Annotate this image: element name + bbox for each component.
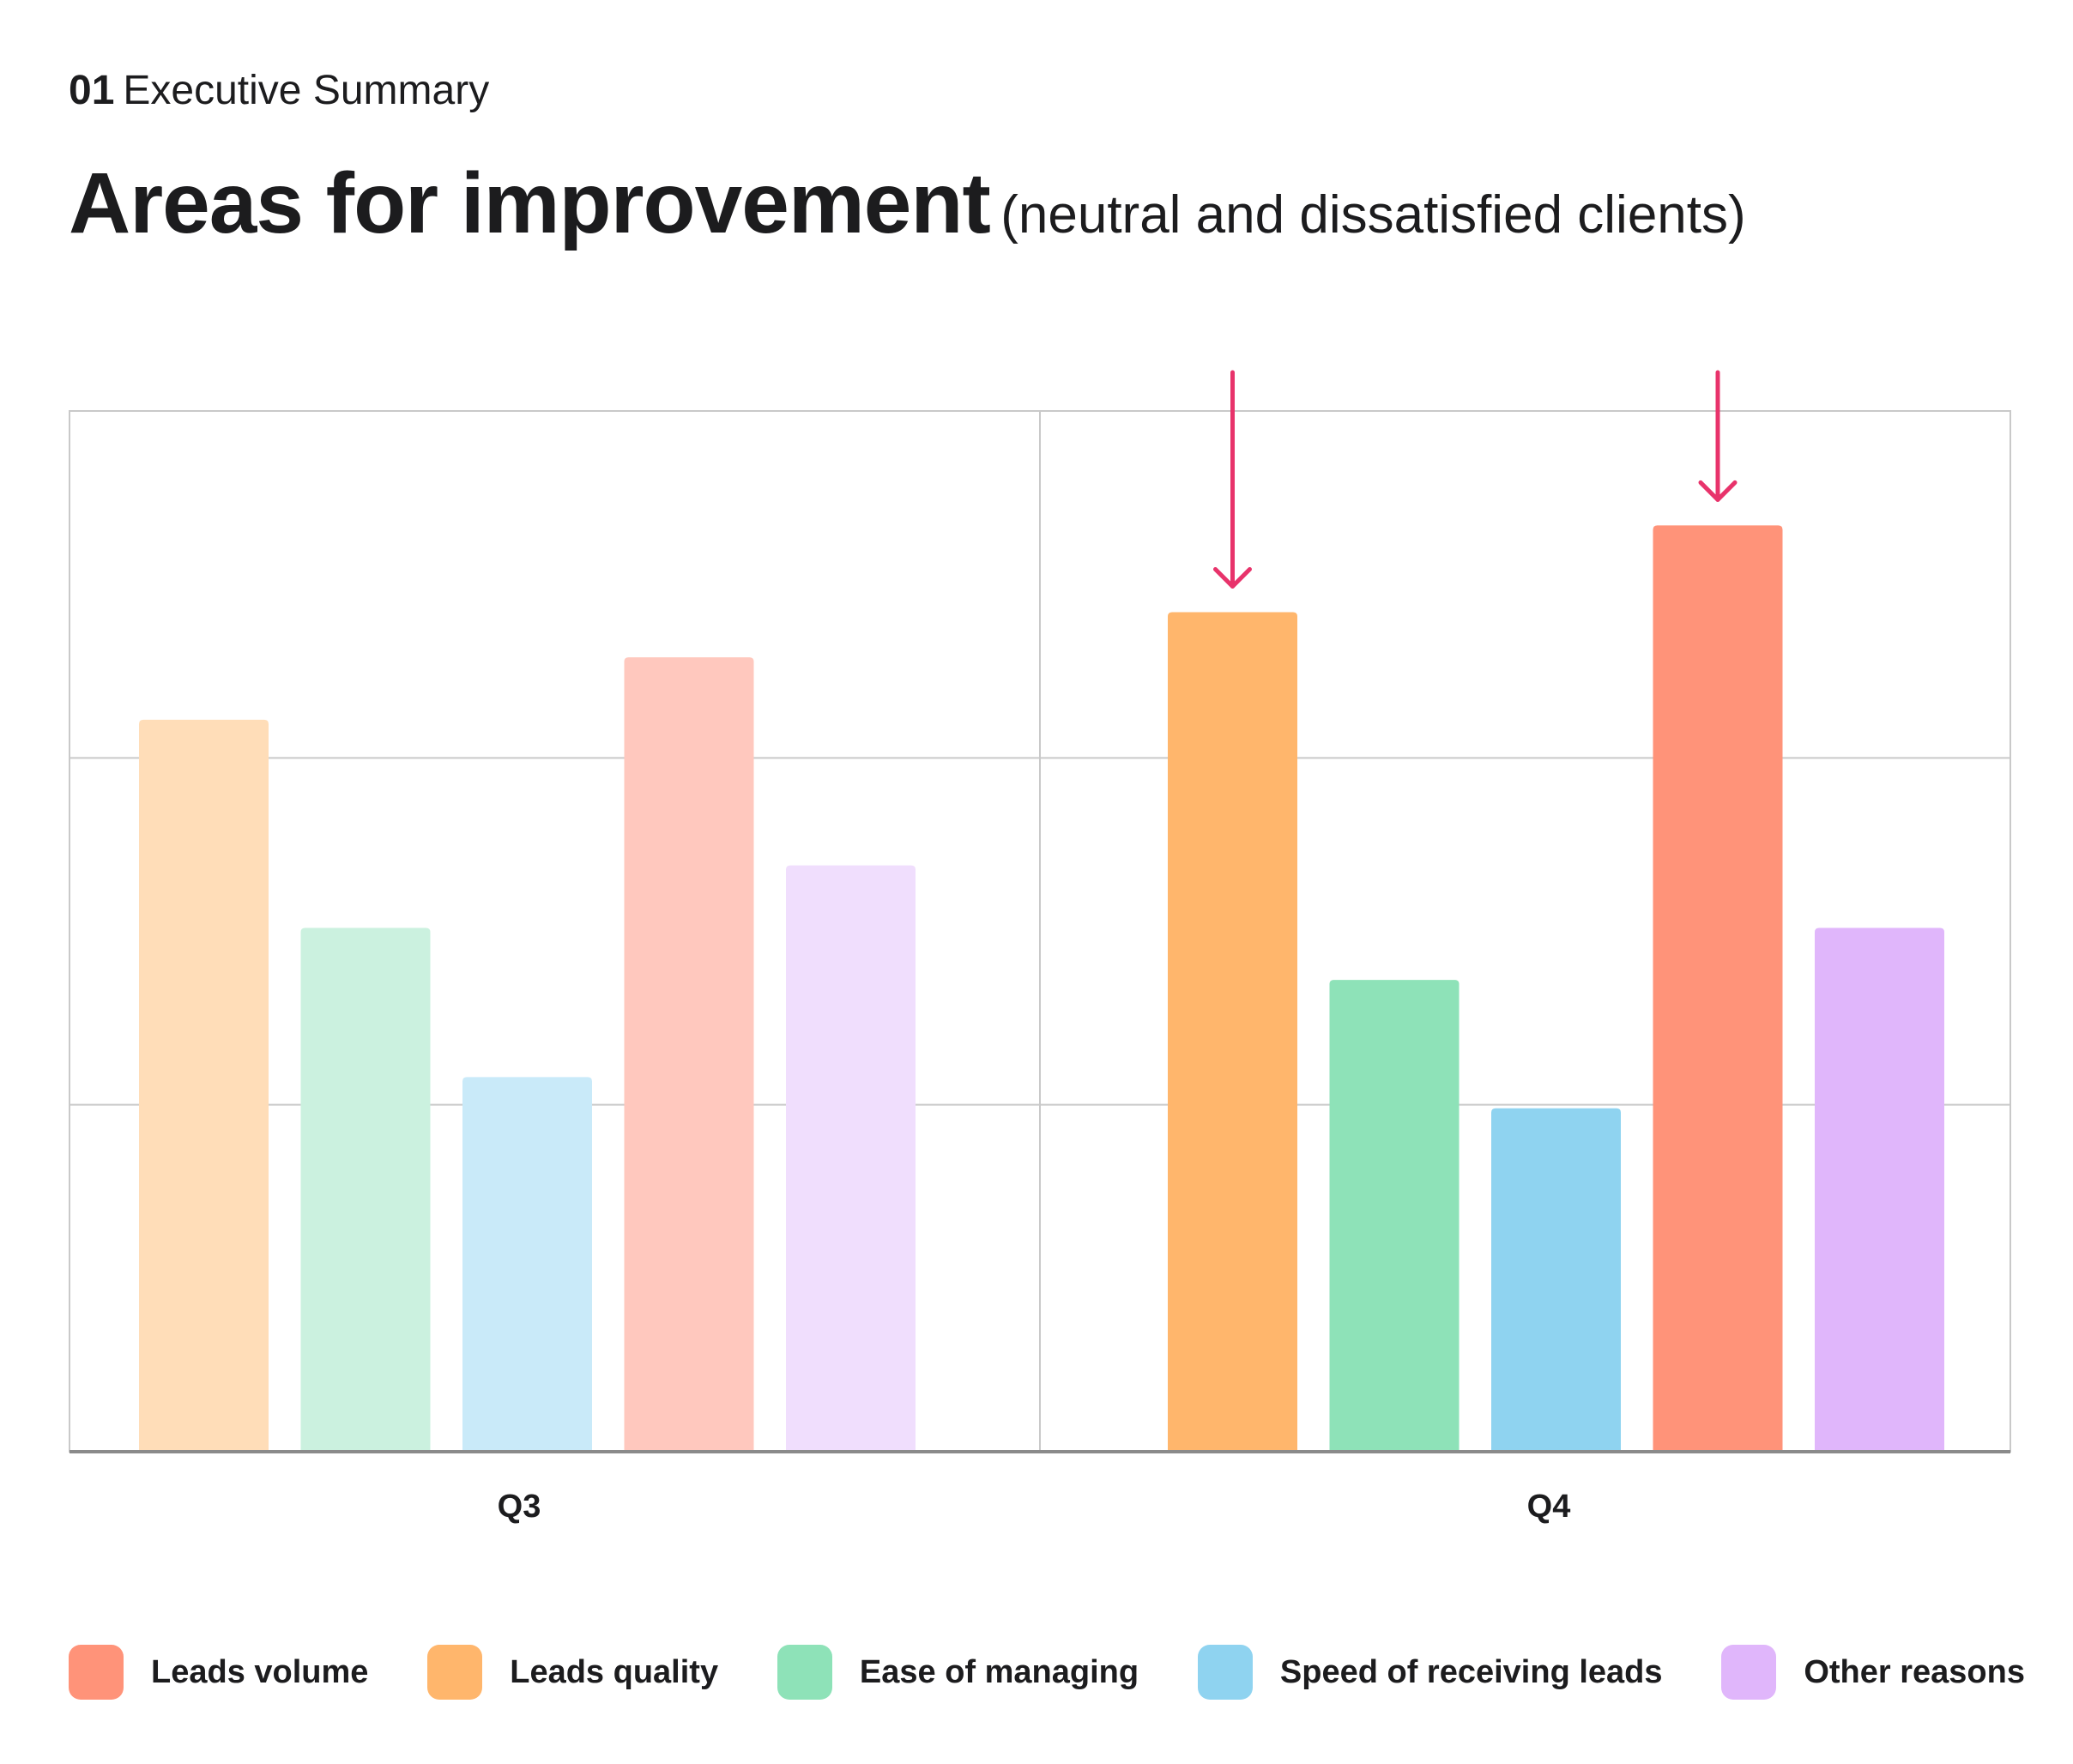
section-number: 01 [69,68,115,113]
bar-q4-leads-quality [1168,612,1297,1452]
x-tick-label-q4: Q4 [1527,1489,1571,1525]
section-header: 01 Executive Summary [69,65,489,117]
legend-item-speed-of-receiving-leads: Speed of receiving leads [1197,1645,1663,1700]
legend-swatch [1721,1645,1777,1700]
bar-chart: Q3 Q4 [69,370,2011,1525]
bar-q3-ease-of-managing [300,927,431,1452]
legend-item-other-reasons: Other reasons [1721,1645,2025,1700]
highlight-arrow-icon [1698,370,1738,502]
legend-swatch [1197,1645,1253,1700]
chart-legend: Leads volume Leads quality Ease of manag… [69,1642,2025,1702]
bar-q4-other-reasons [1815,927,1944,1452]
legend-item-leads-volume: Leads volume [69,1645,368,1700]
highlight-arrow-icon [1213,370,1252,589]
legend-item-leads-quality: Leads quality [427,1645,718,1700]
chart-title: Areas for improvement [69,155,991,251]
bar-q3-leads-quality [139,719,269,1452]
x-tick-label-q3: Q3 [498,1489,541,1525]
section-title: Executive Summary [123,68,490,113]
bar-q3-leads-volume [624,657,754,1452]
legend-swatch [427,1645,483,1700]
legend-label: Speed of receiving leads [1279,1653,1663,1690]
legend-label: Other reasons [1804,1653,2025,1690]
legend-label: Leads volume [151,1653,369,1690]
legend-label: Ease of managing [859,1653,1139,1690]
legend-swatch [69,1645,124,1700]
bar-q3-other-reasons [786,865,916,1452]
bar-q4-leads-volume [1653,525,1783,1453]
bar-q3-speed-of-receiving-leads [462,1077,592,1452]
legend-item-ease-of-managing: Ease of managing [777,1645,1139,1700]
chart-title-row: Areas for improvement (neutral and dissa… [69,154,1746,253]
bar-q4-speed-of-receiving-leads [1491,1108,1621,1452]
legend-swatch [777,1645,832,1700]
legend-label: Leads quality [510,1653,719,1690]
bar-q4-ease-of-managing [1329,980,1460,1452]
chart-subtitle: (neutral and dissatisfied clients) [1000,185,1746,245]
